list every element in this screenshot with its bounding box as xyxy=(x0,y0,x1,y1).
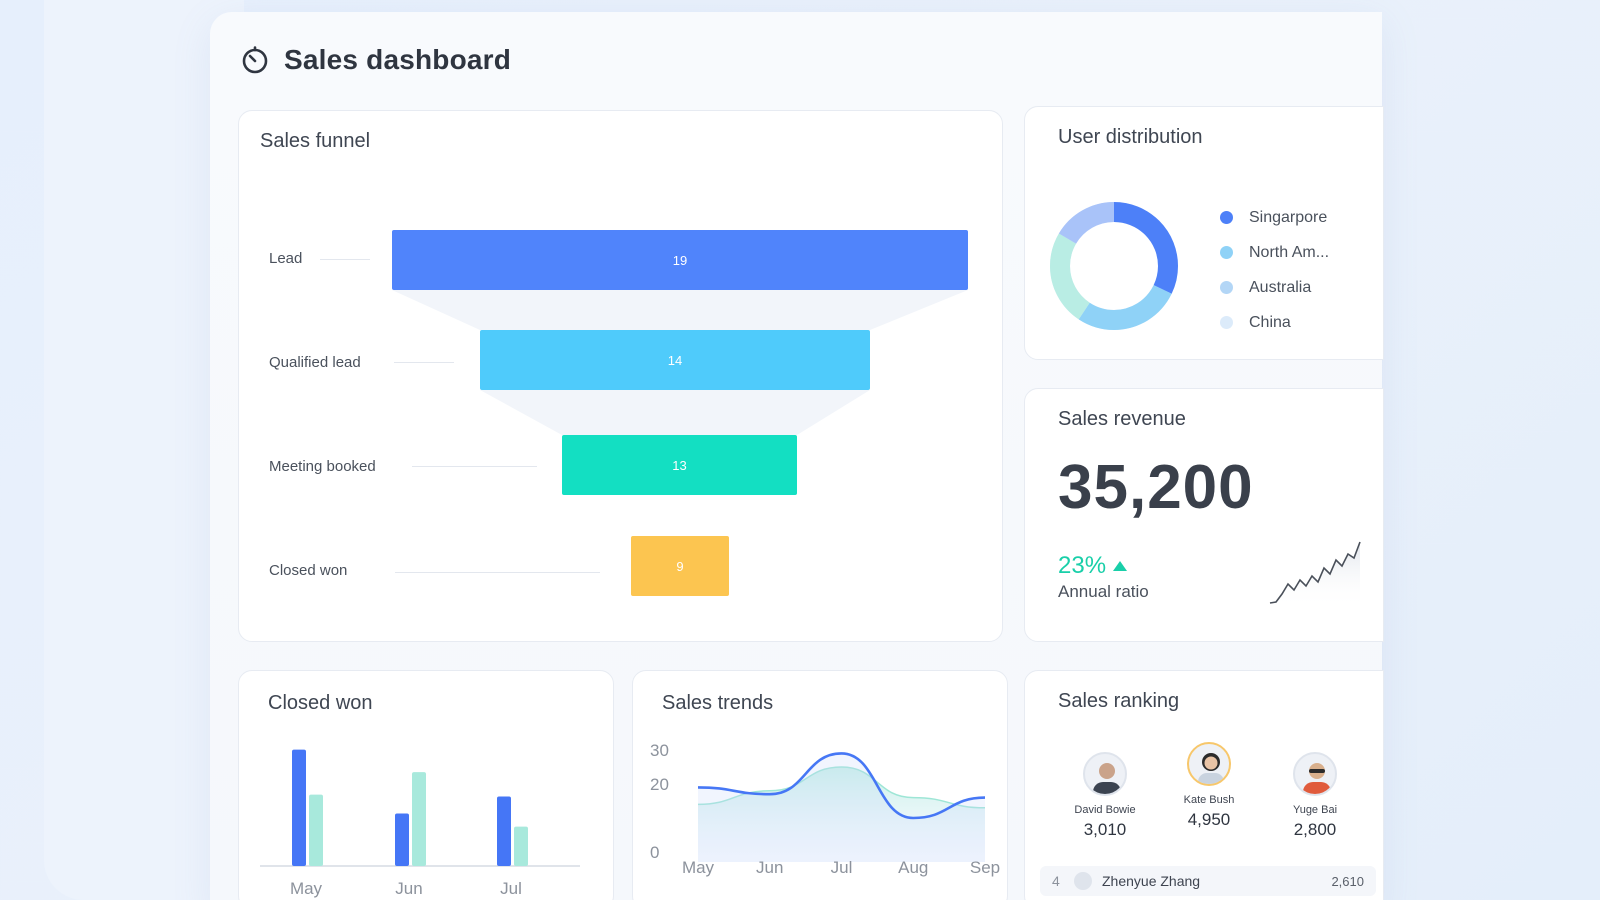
x-tick-label: Aug xyxy=(898,858,928,877)
ranking-score: 3,010 xyxy=(1083,820,1127,839)
sales-trends-title: Sales trends xyxy=(662,692,774,714)
funnel-stage-label: Lead xyxy=(269,250,303,267)
legend-label: China xyxy=(1249,313,1291,331)
page-header: Sales dashboard xyxy=(240,42,511,78)
avatar xyxy=(1083,752,1127,796)
funnel-stage-label: Closed won xyxy=(269,562,348,579)
timer-icon xyxy=(242,46,268,74)
trend-up-icon xyxy=(1113,561,1128,571)
revenue-value: 35,200 xyxy=(1058,453,1254,522)
legend-dot xyxy=(1220,246,1233,259)
sales-funnel-title: Sales funnel xyxy=(260,130,371,152)
user-distribution-legend: Singarpore North Am... Australia China xyxy=(1220,200,1329,340)
funnel-stage-label: Meeting booked xyxy=(269,458,376,475)
ranking-name: David Bowie xyxy=(1074,804,1136,816)
funnel-bar: 19 xyxy=(392,230,968,290)
closed-won-chart: May Jun Jul xyxy=(260,749,580,898)
legend-label: North Am... xyxy=(1249,243,1330,261)
funnel-leader-line xyxy=(394,362,454,363)
funnel-bar: 9 xyxy=(631,536,729,596)
x-tick-label: May xyxy=(290,879,323,898)
sales-ranking-title: Sales ranking xyxy=(1058,690,1180,712)
funnel-leader-line xyxy=(395,572,600,573)
funnel-leader-line xyxy=(320,259,370,260)
ranking-row-rank: 4 xyxy=(1052,873,1060,889)
x-tick-label: May xyxy=(682,858,715,877)
donut-slice-china xyxy=(1050,202,1178,330)
ranking-podium-third[interactable]: Yuge Bai 2,800 xyxy=(1260,752,1370,840)
ranking-podium-second[interactable]: David Bowie 3,010 xyxy=(1050,752,1160,840)
legend-label: Singarpore xyxy=(1249,208,1328,226)
ranking-name: Yuge Bai xyxy=(1292,804,1338,816)
legend-dot xyxy=(1220,281,1233,294)
bar xyxy=(514,826,528,866)
y-tick-label: 30 xyxy=(650,741,669,760)
sales-revenue-title: Sales revenue xyxy=(1058,408,1186,430)
x-tick-label: Jul xyxy=(831,858,853,877)
legend-item: Singarpore xyxy=(1220,200,1329,235)
ranking-score: 2,800 xyxy=(1293,820,1337,839)
bar xyxy=(395,813,409,866)
funnel-leader-line xyxy=(412,466,537,467)
ranking-name: Kate Bush xyxy=(1183,794,1235,806)
ranking-list-row[interactable]: 4 Zhenyue Zhang 2,610 xyxy=(1040,866,1376,896)
y-tick-label: 20 xyxy=(650,775,669,794)
x-tick-label: Jul xyxy=(500,879,522,898)
user-distribution-title: User distribution xyxy=(1058,126,1203,148)
ratio-percent: 23% xyxy=(1058,552,1107,579)
legend-dot xyxy=(1220,316,1233,329)
funnel-bar: 13 xyxy=(562,435,797,495)
annual-ratio-label: Annual ratio xyxy=(1058,582,1149,601)
avatar xyxy=(1074,872,1092,890)
legend-item: North Am... xyxy=(1220,235,1329,270)
avatar xyxy=(1187,742,1231,786)
y-tick-label: 0 xyxy=(650,843,659,862)
legend-item: Australia xyxy=(1220,270,1329,305)
avatar xyxy=(1293,752,1337,796)
donut-slice-australia xyxy=(1050,202,1178,330)
x-tick-label: Jun xyxy=(395,879,422,898)
series-area xyxy=(698,767,985,862)
ranking-score: 4,950 xyxy=(1187,810,1231,829)
legend-label: Australia xyxy=(1249,278,1312,296)
annual-ratio-value: 23% xyxy=(1058,552,1128,580)
ranking-podium-first[interactable]: Kate Bush 4,950 xyxy=(1154,742,1264,830)
series-area xyxy=(698,753,985,862)
legend-item: China xyxy=(1220,305,1329,340)
user-distribution-donut xyxy=(1050,202,1178,330)
page-title: Sales dashboard xyxy=(284,44,512,75)
bar xyxy=(292,749,306,866)
closed-won-title: Closed won xyxy=(268,692,373,714)
sales-trends-chart: 30 20 0 May Jun Jul Aug Sep xyxy=(650,741,1000,877)
bar xyxy=(309,794,323,866)
series-line xyxy=(697,752,986,820)
donut-slice-north-america xyxy=(1050,202,1178,330)
x-tick-label: Jun xyxy=(756,858,783,877)
ranking-row-score: 2,610 xyxy=(1331,873,1364,889)
funnel-bar: 14 xyxy=(480,330,870,390)
x-tick-label: Sep xyxy=(970,858,1000,877)
funnel-stage-label: Qualified lead xyxy=(269,354,361,371)
bar xyxy=(412,772,426,866)
bar xyxy=(497,796,511,866)
legend-dot xyxy=(1220,211,1233,224)
ranking-row-name: Zhenyue Zhang xyxy=(1102,873,1201,889)
revenue-sparkline xyxy=(1269,541,1361,608)
